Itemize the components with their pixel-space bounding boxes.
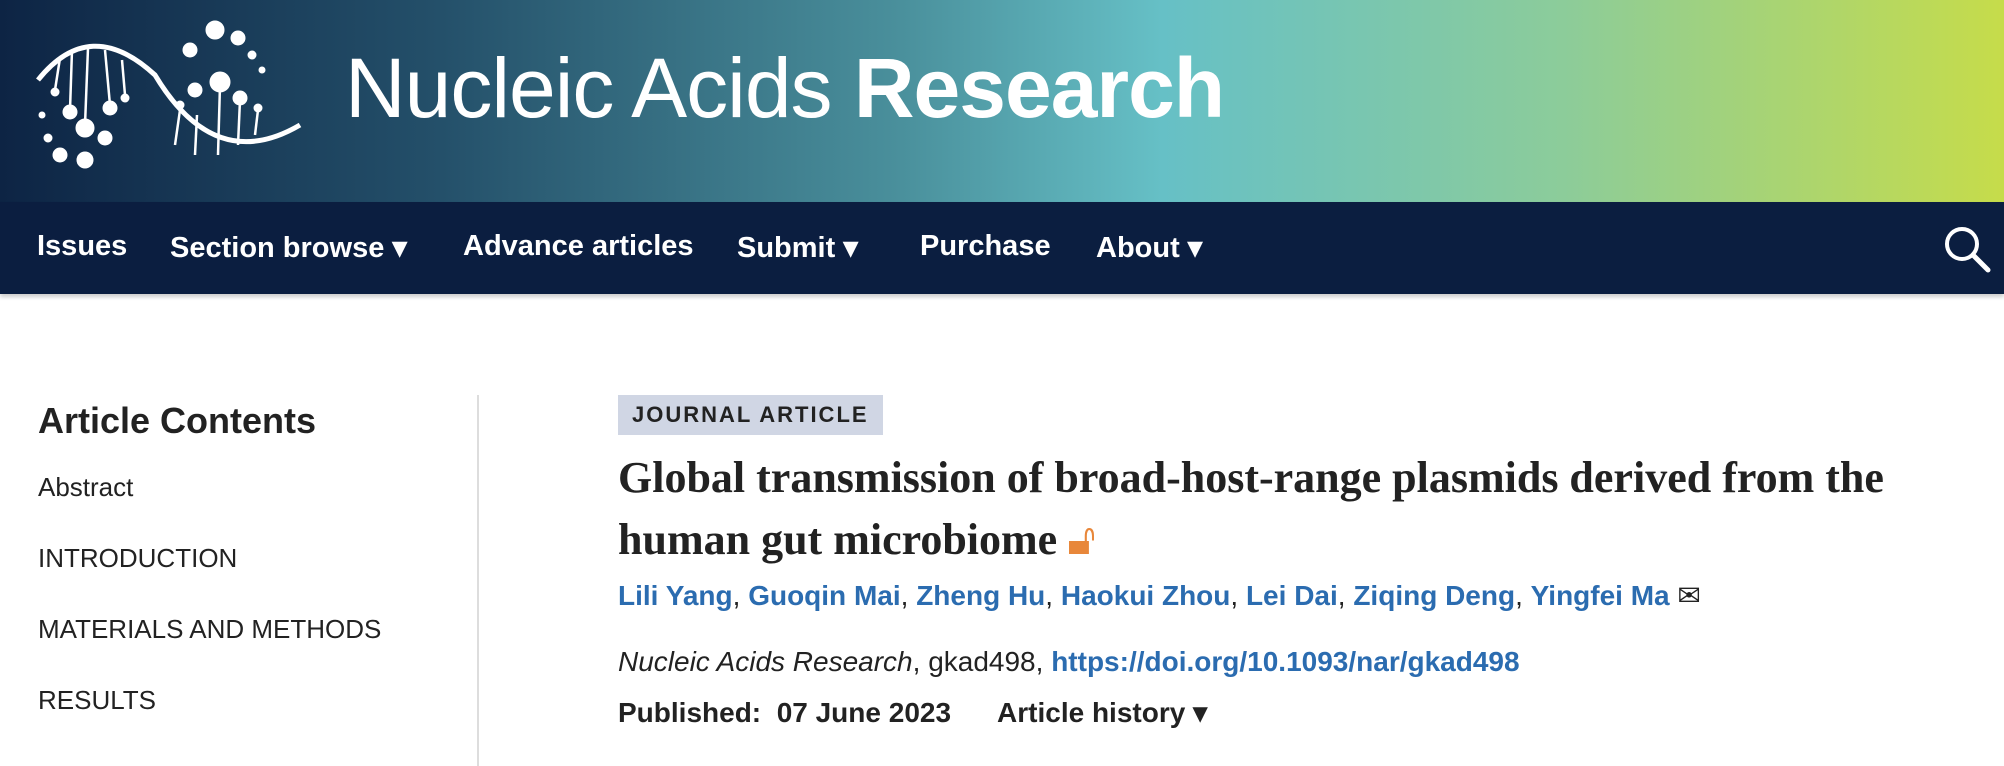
author-link[interactable]: Ziqing Deng [1353, 580, 1516, 611]
nav-section-browse[interactable]: Section browse ▾ [170, 232, 407, 264]
sidebar-item-results[interactable]: RESULTS [38, 685, 156, 715]
article-contents-sidebar: Article Contents Abstract INTRODUCTION M… [38, 400, 381, 756]
sidebar-item-abstract[interactable]: Abstract [38, 472, 134, 502]
sidebar-item-introduction[interactable]: INTRODUCTION [38, 543, 238, 573]
article-id: , gkad498, [912, 646, 1052, 677]
sidebar-item-methods[interactable]: MATERIALS AND METHODS [38, 614, 382, 644]
article-type-badge: JOURNAL ARTICLE [618, 395, 883, 435]
published-date: 07 June 2023 [776, 697, 952, 728]
published-label: Published: [618, 697, 762, 728]
author-link[interactable]: Guoqin Mai [748, 580, 901, 611]
nav-purchase[interactable]: Purchase [920, 230, 1051, 262]
author-link[interactable]: Lili Yang [618, 580, 733, 611]
journal-name: Nucleic Acids Research [618, 646, 913, 677]
journal-logo-icon[interactable] [30, 20, 310, 170]
site-header: Nucleic Acids Research [0, 0, 2004, 202]
nav-issues[interactable]: Issues [37, 230, 128, 262]
citation-line: Nucleic Acids Research, gkad498, https:/… [618, 646, 1998, 678]
publication-info: Published: 07 June 2023 Article history ▾ [618, 696, 1998, 729]
nav-submit[interactable]: Submit ▾ [737, 232, 858, 264]
doi-link[interactable]: https://doi.org/10.1093/nar/gkad498 [1051, 646, 1520, 677]
journal-title[interactable]: Nucleic Acids Research [345, 40, 1225, 137]
article-history-toggle[interactable]: Article history ▾ [997, 697, 1208, 728]
nav-advance-articles[interactable]: Advance articles [463, 230, 694, 262]
author-list: Lili Yang, Guoqin Mai, Zheng Hu, Haokui … [618, 580, 1701, 611]
article-header: JOURNAL ARTICLE Global transmission of b… [618, 395, 1998, 729]
journal-title-light: Nucleic Acids [345, 41, 854, 135]
article-title: Global transmission of broad-host-range … [618, 447, 1998, 571]
divider [477, 395, 479, 766]
author-link[interactable]: Yingfei Ma [1530, 580, 1670, 611]
open-access-icon: 🔓︎ [1067, 515, 1096, 564]
search-icon[interactable] [1942, 224, 1992, 274]
journal-title-bold: Research [853, 41, 1225, 135]
email-icon[interactable]: ✉ [1677, 580, 1701, 611]
sidebar-title: Article Contents [38, 400, 317, 441]
author-link[interactable]: Zheng Hu [916, 580, 1046, 611]
author-link[interactable]: Haokui Zhou [1060, 580, 1231, 611]
main-nav: Issues Section browse ▾ Advance articles… [0, 202, 2004, 294]
author-link[interactable]: Lei Dai [1245, 580, 1338, 611]
article-title-text: Global transmission of broad-host-range … [618, 453, 1884, 564]
nav-about[interactable]: About ▾ [1096, 232, 1203, 264]
